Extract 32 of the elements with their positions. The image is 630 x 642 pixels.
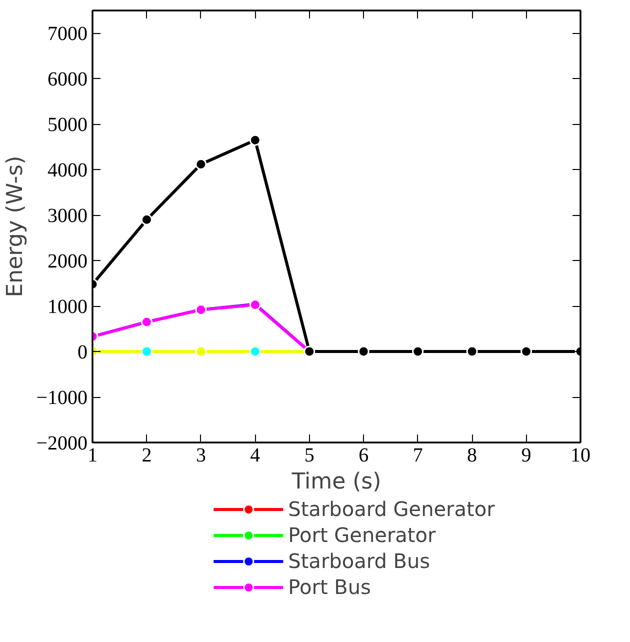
legend-label: Starboard Bus [288, 549, 430, 573]
x-tick-label: 2 [142, 444, 152, 466]
legend-label: Port Generator [288, 523, 436, 547]
point [249, 134, 261, 146]
x-tick-label: 4 [250, 444, 260, 466]
legend-label: Starboard Generator [288, 497, 495, 521]
y-tick-label: 7000 [48, 23, 88, 46]
y-tick-label: 6000 [48, 68, 88, 91]
y-tick-label: 2000 [48, 250, 88, 273]
y-tick-label: −1000 [36, 387, 88, 410]
x-tick-label: 6 [358, 444, 369, 466]
x-axis-title: Time (s) [290, 470, 382, 494]
legend-label: Port Bus [288, 575, 371, 599]
y-tick-label: −2000 [36, 432, 88, 454]
x-tick-label: 3 [196, 444, 206, 466]
point [140, 214, 152, 226]
y-tick-label: 4000 [48, 160, 88, 182]
y-tick-label: 0 [78, 342, 88, 364]
y-tick-label: 1000 [48, 296, 88, 318]
y-tick-label: 3000 [48, 205, 88, 228]
x-tick-label: 8 [467, 444, 478, 466]
point [520, 346, 532, 358]
point [358, 346, 370, 358]
x-tick-label: 9 [521, 444, 532, 466]
x-tick-label: 10 [570, 444, 590, 466]
point [412, 346, 424, 358]
y-tick-label: 5000 [48, 114, 88, 136]
x-tick-label: 7 [412, 444, 423, 466]
point [466, 346, 478, 358]
y-axis-title: Energy (W-s) [3, 156, 28, 298]
x-tick-label: 5 [304, 444, 314, 466]
x-tick-label: 1 [88, 444, 98, 466]
